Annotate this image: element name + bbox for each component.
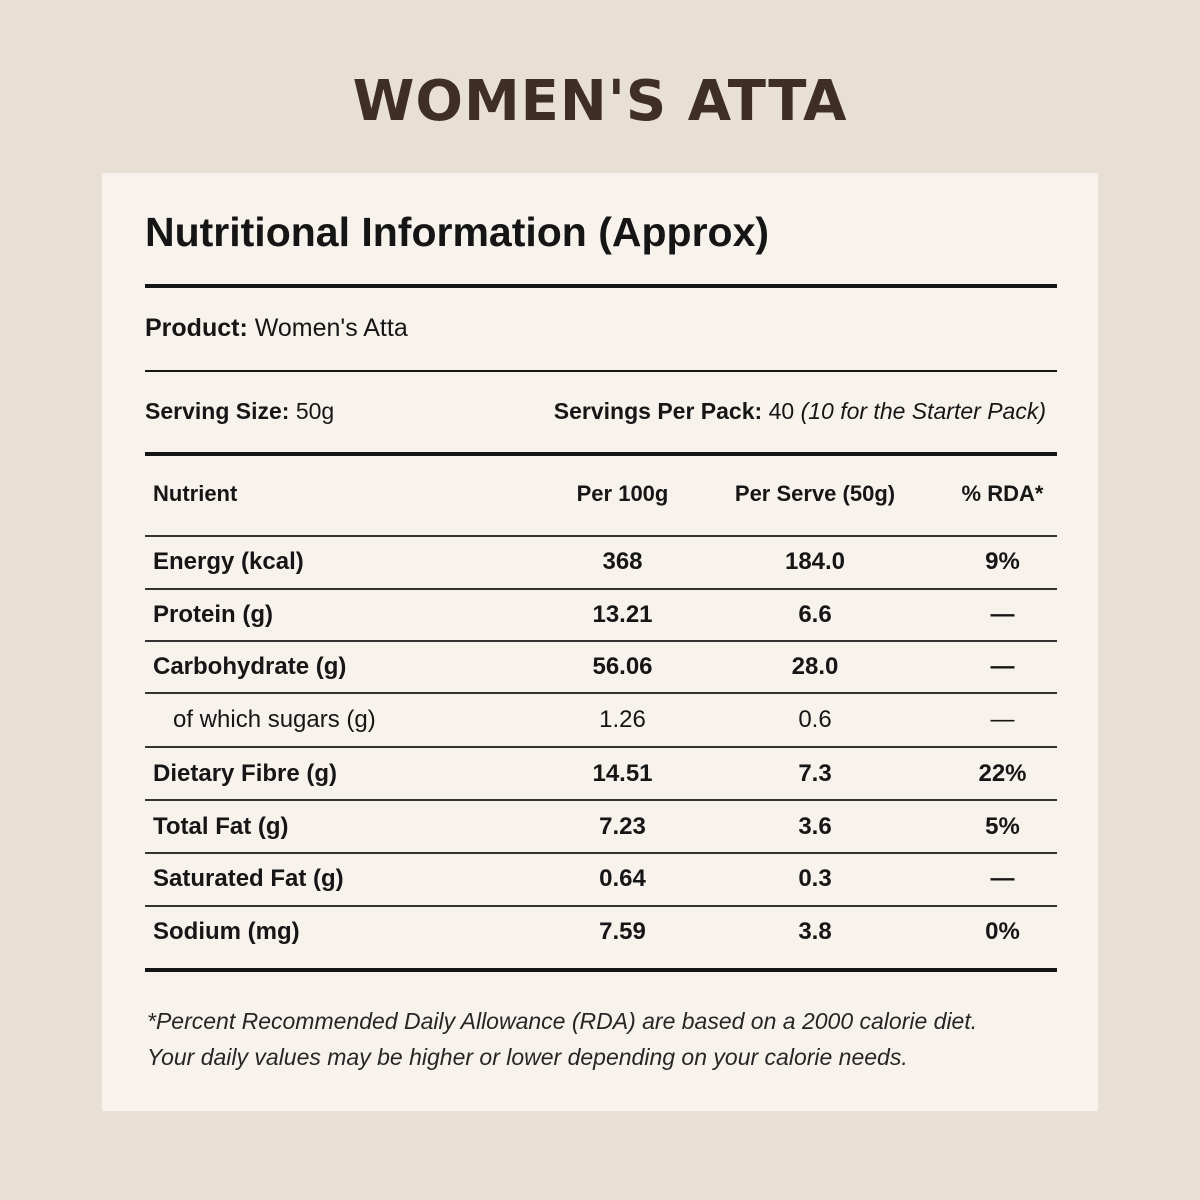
product-line: Product: Women's Atta xyxy=(145,311,408,345)
table-row: of which sugars (g) 1.26 0.6 — xyxy=(145,694,1057,746)
rda-value: 5% xyxy=(985,813,1020,840)
rda-value: — xyxy=(990,601,1015,628)
rda-value: — xyxy=(990,865,1015,892)
per-serve-value: 6.6 xyxy=(798,601,832,628)
header-per-serve: Per Serve (50g) xyxy=(734,481,896,506)
title-divider xyxy=(145,284,1057,288)
rda-value: 22% xyxy=(978,760,1027,787)
header-per-100g: Per 100g xyxy=(576,481,669,506)
nutrition-card: Nutritional Information (Approx) Product… xyxy=(102,173,1098,1111)
row-divider xyxy=(145,692,1057,694)
per-serve-value: 184.0 xyxy=(784,548,846,575)
per-100g-value: 368 xyxy=(602,548,643,575)
rda-value: — xyxy=(990,653,1015,680)
servings-per-pack-value: 40 xyxy=(768,398,795,424)
nutrient-name: Protein (g) xyxy=(153,601,273,628)
per-100g-value: 7.59 xyxy=(599,918,646,945)
table-header-row: Nutrient Per 100g Per Serve (50g) % RDA* xyxy=(145,468,1057,520)
per-100g-value: 13.21 xyxy=(592,601,653,628)
row-divider xyxy=(145,799,1057,801)
table-row: Sodium (mg) 7.59 3.8 0% xyxy=(145,906,1057,958)
serving-divider xyxy=(145,452,1057,456)
nutrient-name: Total Fat (g) xyxy=(153,813,289,840)
table-bottom-rule xyxy=(145,968,1057,972)
nutrient-name: Carbohydrate (g) xyxy=(153,653,347,680)
per-100g-value: 1.26 xyxy=(599,706,646,733)
table-row: Total Fat (g) 7.23 3.6 5% xyxy=(145,801,1057,853)
product-divider xyxy=(145,370,1057,372)
table-row: Protein (g) 13.21 6.6 — xyxy=(145,589,1057,641)
serving-size-label: Serving Size: xyxy=(145,398,290,424)
servings-per-pack-line: Servings Per Pack: 40 (10 for the Starte… xyxy=(554,395,1046,427)
row-divider xyxy=(145,905,1057,907)
per-serve-value: 7.3 xyxy=(798,760,832,787)
per-serve-value: 28.0 xyxy=(791,653,839,680)
rda-value: — xyxy=(990,706,1015,733)
per-100g-value: 7.23 xyxy=(599,813,646,840)
rda-value: 9% xyxy=(985,548,1020,575)
per-100g-value: 14.51 xyxy=(592,760,653,787)
per-serve-value: 0.3 xyxy=(798,865,832,892)
row-divider xyxy=(145,588,1057,590)
per-100g-value: 56.06 xyxy=(592,653,653,680)
servings-per-pack-label: Servings Per Pack: xyxy=(553,398,763,424)
header-rda: % RDA* xyxy=(961,481,1044,506)
rda-value: 0% xyxy=(985,918,1020,945)
table-row: Energy (kcal) 368 184.0 9% xyxy=(145,536,1057,588)
nutrient-name: of which sugars (g) xyxy=(173,706,376,733)
row-divider xyxy=(145,746,1057,748)
serving-size-value: 50g xyxy=(295,398,335,424)
panel-title: Nutritional Information (Approx) xyxy=(145,209,770,255)
table-row: Saturated Fat (g) 0.64 0.3 — xyxy=(145,853,1057,905)
table-row: Dietary Fibre (g) 14.51 7.3 22% xyxy=(145,748,1057,800)
servings-per-pack-note: (10 for the Starter Pack) xyxy=(800,398,1046,424)
header-divider xyxy=(145,535,1057,537)
rda-footnote: *Percent Recommended Daily Allowance (RD… xyxy=(147,1003,1047,1075)
footnote-line-2: Your daily values may be higher or lower… xyxy=(147,1044,908,1070)
nutrient-name: Sodium (mg) xyxy=(153,918,300,945)
per-serve-value: 3.8 xyxy=(798,918,832,945)
header-nutrient: Nutrient xyxy=(153,481,238,506)
product-value: Women's Atta xyxy=(254,314,408,342)
table-row: Carbohydrate (g) 56.06 28.0 — xyxy=(145,641,1057,693)
row-divider xyxy=(145,852,1057,854)
footnote-line-1: *Percent Recommended Daily Allowance (RD… xyxy=(147,1008,978,1034)
nutrient-name: Energy (kcal) xyxy=(153,548,304,575)
serving-size-line: Serving Size: 50g xyxy=(145,395,334,427)
per-serve-value: 0.6 xyxy=(798,706,832,733)
per-100g-value: 0.64 xyxy=(599,865,646,892)
brand-title: WOMEN'S ATTA xyxy=(352,69,848,134)
nutrient-name: Dietary Fibre (g) xyxy=(153,760,338,787)
row-divider xyxy=(145,640,1057,642)
nutrient-name: Saturated Fat (g) xyxy=(153,865,344,892)
product-label: Product: xyxy=(145,314,248,342)
per-serve-value: 3.6 xyxy=(798,813,832,840)
